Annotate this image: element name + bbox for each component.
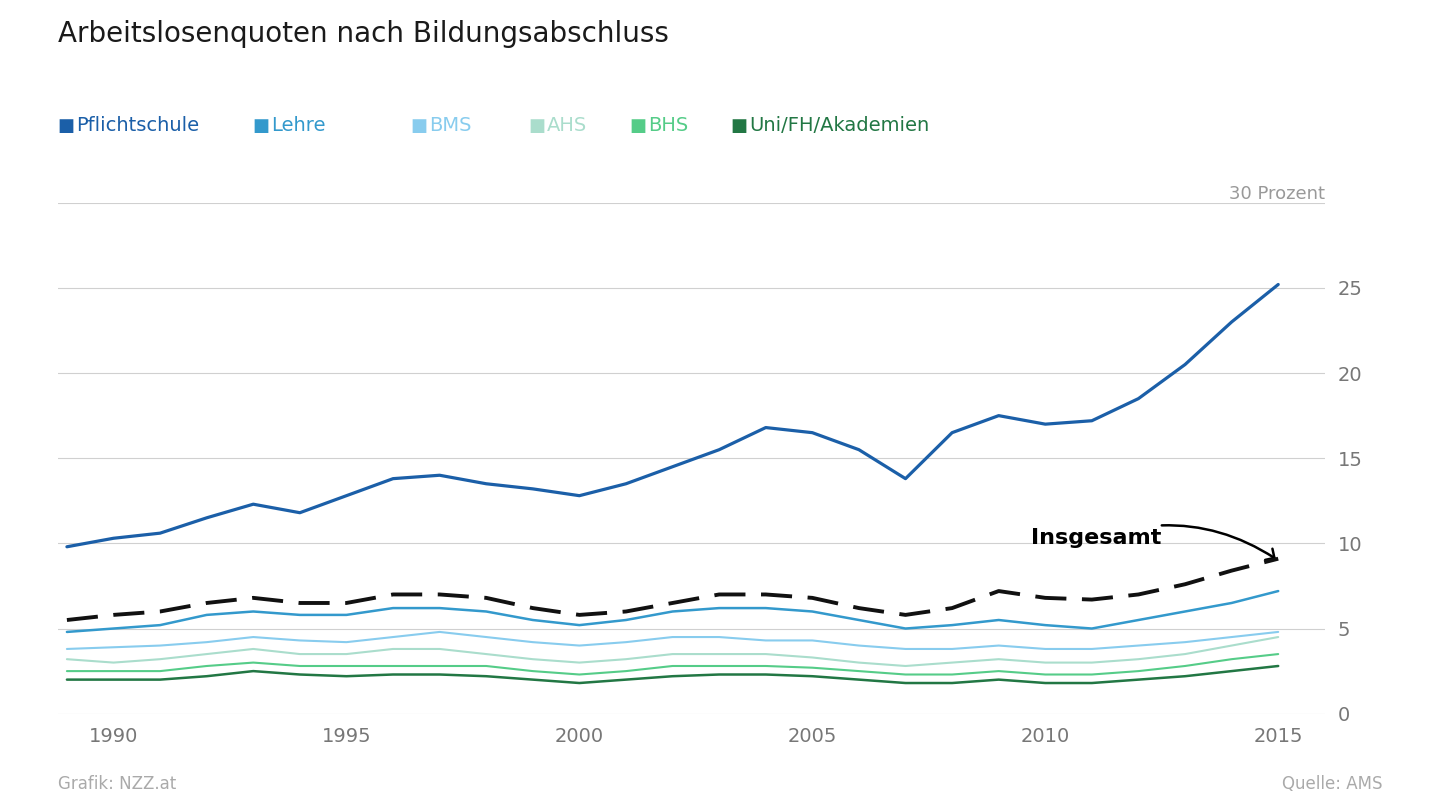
- Text: BMS: BMS: [429, 116, 472, 135]
- Text: ■: ■: [528, 117, 546, 135]
- Text: Arbeitslosenquoten nach Bildungsabschluss: Arbeitslosenquoten nach Bildungsabschlus…: [58, 20, 668, 49]
- Text: Quelle: AMS: Quelle: AMS: [1282, 775, 1382, 793]
- Text: BHS: BHS: [648, 116, 688, 135]
- Text: Lehre: Lehre: [271, 116, 325, 135]
- Text: 30 Prozent: 30 Prozent: [1228, 185, 1325, 203]
- Text: ■: ■: [410, 117, 428, 135]
- Text: ■: ■: [252, 117, 269, 135]
- Text: ■: ■: [58, 117, 75, 135]
- Text: AHS: AHS: [547, 116, 588, 135]
- Text: Insgesamt: Insgesamt: [1031, 526, 1274, 560]
- Text: ■: ■: [730, 117, 747, 135]
- Text: ■: ■: [629, 117, 647, 135]
- Text: Pflichtschule: Pflichtschule: [76, 116, 200, 135]
- Text: Uni/FH/Akademien: Uni/FH/Akademien: [749, 116, 929, 135]
- Text: Grafik: NZZ.at: Grafik: NZZ.at: [58, 775, 176, 793]
